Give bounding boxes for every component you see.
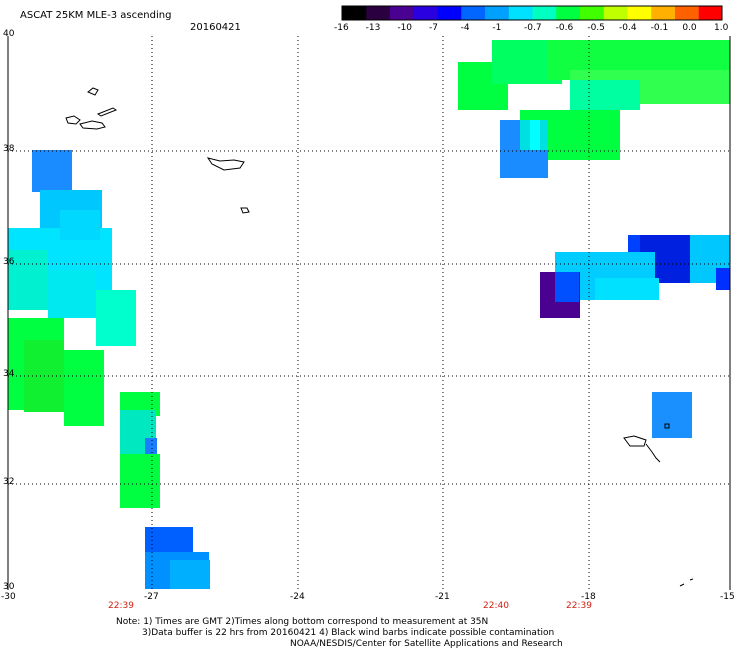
colorbar-tick-label: -7 [429,23,438,33]
lat-label-34: 34 [3,369,15,379]
lat-label-30: 30 [3,582,15,592]
colorbar-tick-label: 0.0 [682,23,697,33]
colorbar-swatch [650,6,675,20]
colorbar-tick-label: 1.0 [714,23,729,33]
colorbar-swatch [437,6,462,20]
lon-label-minus15: -15 [720,592,735,602]
colorbar-swatch [627,6,652,20]
colorbar-tick-label: -0.7 [524,23,542,33]
colorbar-swatch [555,6,580,20]
grid-lines [8,36,730,590]
colorbar [341,5,723,21]
colorbar-swatch [484,6,509,20]
coastline-islands [65,87,731,587]
colorbar-tick-label: -0.1 [650,23,669,33]
lat-label-40: 40 [3,29,15,39]
time-label-1: 22:39 [108,601,134,611]
lon-label-minus21: -21 [435,592,450,602]
mle-data-cells [8,40,730,589]
axis-ticks [7,36,731,590]
lon-label-minus18: -18 [581,592,596,602]
colorbar-tick-label: -1 [492,23,502,33]
lat-label-32: 32 [3,477,15,487]
colorbar-swatch [532,6,557,20]
colorbar-tick-label: -4 [460,23,470,33]
lon-label-minus30: -30 [1,592,16,602]
colorbar-tick-label: -0.5 [587,23,605,33]
map-date: 20160421 [190,22,241,33]
lon-label-minus27: -27 [144,592,159,602]
colorbar-swatch [342,6,367,20]
colorbar-swatch [413,6,438,20]
colorbar-tick-label: -13 [365,23,381,33]
map-title: ASCAT 25KM MLE-3 ascending [20,10,172,21]
colorbar-swatch [603,6,628,20]
lat-label-36: 36 [3,257,15,267]
colorbar-tick-label: -16 [334,23,349,33]
colorbar-tick-label: -10 [397,23,413,33]
colorbar-swatch [698,6,723,20]
note-line-2: 3)Data buffer is 22 hrs from 20160421 4)… [142,628,555,638]
time-label-2: 22:40 [483,601,509,611]
colorbar-tick-label: -0.6 [555,23,574,33]
time-label-3: 22:39 [566,601,592,611]
colorbar-swatch [579,6,604,20]
lat-label-38: 38 [3,144,15,154]
colorbar-swatch [674,6,699,20]
colorbar-swatch [389,6,414,20]
note-line-3: NOAA/NESDIS/Center for Satellite Applica… [290,639,563,649]
colorbar-tick-label: -0.4 [619,23,637,33]
colorbar-frame [341,5,723,21]
lon-label-minus24: -24 [290,592,305,602]
colorbar-swatch [365,6,390,20]
note-line-1: Note: 1) Times are GMT 2)Times along bot… [116,617,489,627]
colorbar-swatch [460,6,485,20]
colorbar-swatch [508,6,533,20]
